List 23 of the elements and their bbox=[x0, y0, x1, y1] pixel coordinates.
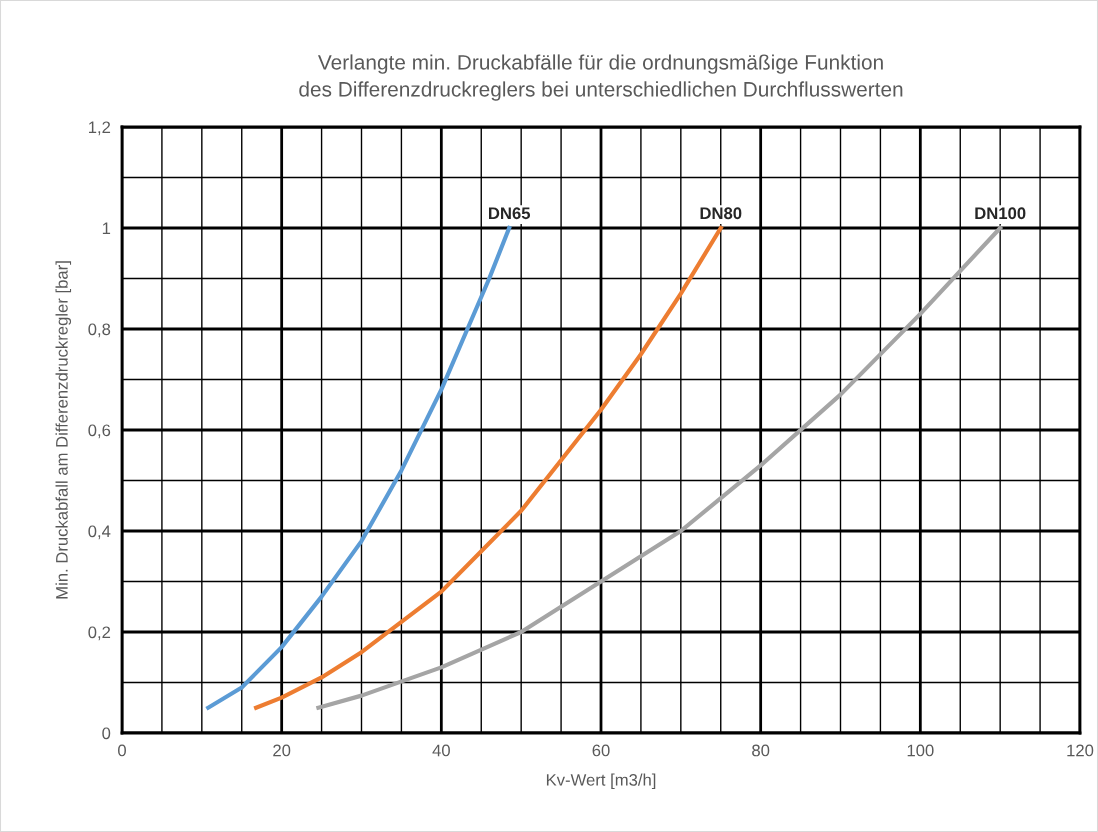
series-label: DN80 bbox=[700, 207, 742, 220]
y-tick-label: 0 bbox=[102, 727, 111, 740]
y-tick-label: 0,6 bbox=[88, 424, 111, 439]
y-axis-title: Min. Druckabfall am Differenzdruckregler [bar] bbox=[55, 261, 72, 599]
x-axis-title: Kv-Wert [m3/h] bbox=[546, 773, 656, 790]
x-tick-label: 0 bbox=[118, 744, 126, 757]
y-tick-label: 0,4 bbox=[88, 525, 111, 540]
line-series bbox=[254, 225, 723, 710]
x-tick-label: 120 bbox=[1067, 744, 1094, 757]
y-tick-label: 1 bbox=[102, 222, 111, 235]
y-tick-label: 1,2 bbox=[88, 121, 111, 136]
series-label: DN100 bbox=[975, 207, 1026, 220]
x-tick-label: 20 bbox=[273, 744, 291, 757]
series-label: DN65 bbox=[489, 207, 531, 220]
x-tick-label: 60 bbox=[592, 744, 610, 757]
y-tick-label: 0,2 bbox=[88, 626, 111, 641]
line-series bbox=[316, 225, 1003, 710]
x-tick-label: 100 bbox=[907, 744, 934, 757]
line-series bbox=[206, 225, 512, 710]
x-tick-label: 80 bbox=[752, 744, 770, 757]
y-tick-label: 0,8 bbox=[88, 323, 111, 338]
chart-title: Verlangte min. Druckabfälle für die ordnungsmäßige Funktion des Differenzdruckreglers bei unterschiedlichen Durchflusswerten bbox=[299, 54, 903, 101]
x-tick-label: 40 bbox=[432, 744, 450, 757]
